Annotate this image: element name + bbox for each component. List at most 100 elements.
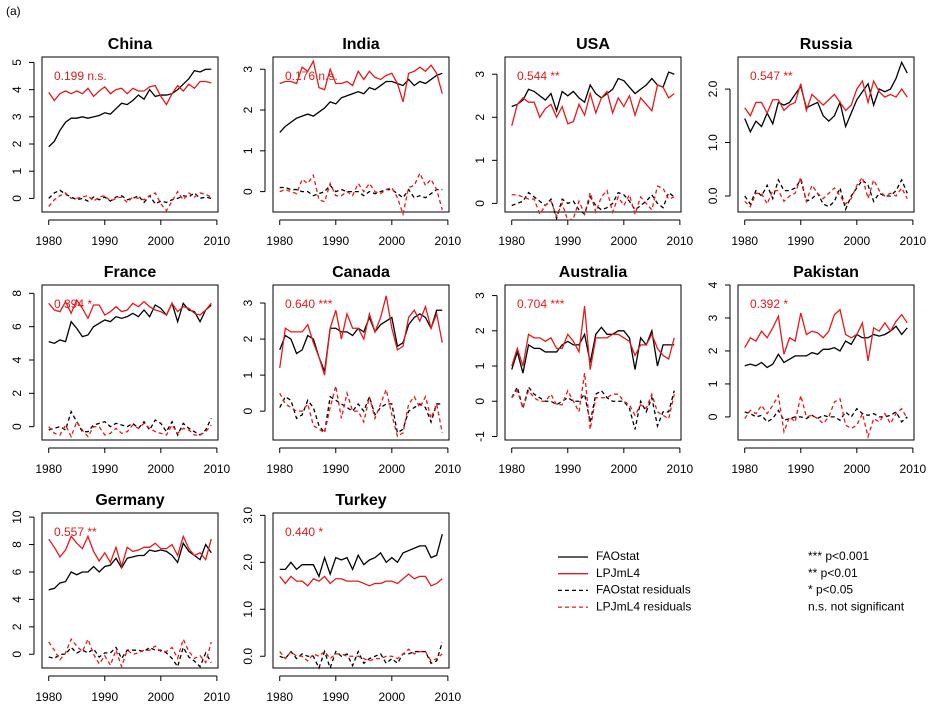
y-tick-label: 3: [241, 66, 255, 73]
residual-line: [279, 648, 443, 662]
y-tick-label: 10: [10, 510, 24, 524]
x-tick-label: 1990: [322, 234, 349, 248]
series-line: [744, 308, 908, 361]
x-tick-label: 2000: [378, 690, 405, 704]
residual-line: [48, 637, 212, 669]
annotation: 0.557 **: [54, 525, 97, 539]
y-tick-label: 2: [241, 106, 255, 113]
plot-frame: [737, 284, 915, 441]
series-line: [48, 301, 212, 345]
residual-line: [48, 645, 212, 669]
panel: USA 0.544 ** 1980 1990 2000 2010 0 1 2 3: [473, 36, 693, 248]
plot-frame: [504, 56, 682, 213]
x-tick-label: 2010: [667, 234, 694, 248]
x-tick-label: 1980: [266, 690, 293, 704]
series-line: [279, 295, 443, 376]
y-tick-label: 0: [10, 651, 24, 658]
y-tick-label: -1: [473, 431, 487, 442]
annotation: 0.440 *: [285, 525, 323, 539]
panel-title: Turkey: [335, 492, 386, 509]
y-tick-label: 0: [241, 408, 255, 415]
panel-title: Pakistan: [793, 264, 859, 281]
x-tick-label: 2010: [900, 462, 927, 476]
x-tick-label: 1990: [554, 234, 581, 248]
series-line: [48, 534, 212, 569]
residual-line: [279, 184, 443, 199]
x-tick-label: 1980: [35, 462, 62, 476]
y-tick-label: 0: [473, 398, 487, 405]
y-tick-label: 1: [473, 157, 487, 164]
y-tick-label: 1: [473, 362, 487, 369]
plot-frame: [504, 284, 682, 441]
series-line: [279, 72, 443, 133]
y-tick-label: 0: [473, 200, 487, 207]
series-line: [48, 541, 212, 591]
y-tick-label: 2: [473, 114, 487, 121]
x-tick-label: 1980: [35, 234, 62, 248]
series-line: [511, 84, 675, 127]
x-tick-label: 2010: [204, 690, 231, 704]
x-tick-label: 1980: [35, 690, 62, 704]
y-tick-label: 4: [10, 356, 24, 363]
x-tick-label: 2000: [843, 462, 870, 476]
annotation: 0.547 **: [750, 69, 793, 83]
y-tick-label: 8: [10, 290, 24, 297]
x-tick-label: 1980: [731, 462, 758, 476]
y-tick-label: 1.0: [706, 134, 720, 151]
residual-line: [744, 407, 908, 423]
x-tick-label: 1980: [498, 462, 525, 476]
panel: Russia 0.547 ** 1980 1990 2000 2010 0.0 1.0 2.0: [706, 36, 926, 248]
y-tick-label: 2: [10, 623, 24, 630]
residual-line: [48, 420, 212, 439]
plot-frame: [272, 56, 450, 213]
panel: France 0.394 * 1980 1990 2000 2010 0 2 4 6 8: [10, 264, 230, 476]
legend-label: LPJmL4 residuals: [596, 599, 691, 613]
panel-title: China: [108, 36, 153, 53]
y-tick-label: 2: [10, 140, 24, 147]
residual-line: [48, 410, 212, 437]
series-line: [511, 306, 675, 370]
y-tick-label: 4: [706, 281, 720, 288]
x-tick-label: 2010: [667, 462, 694, 476]
y-tick-label: 3: [473, 71, 487, 78]
annotation: 0.392 *: [750, 297, 788, 311]
residual-line: [744, 393, 908, 440]
x-tick-label: 2000: [378, 234, 405, 248]
residual-line: [279, 171, 443, 217]
significance-note: n.s. not significant: [808, 599, 905, 613]
x-tick-label: 1990: [91, 690, 118, 704]
y-tick-label: 6: [10, 323, 24, 330]
y-tick-label: 1.0: [241, 601, 255, 618]
plot-frame: [737, 56, 915, 213]
series-line: [279, 59, 443, 103]
y-tick-label: 6: [10, 568, 24, 575]
legend: FAOstat LPJmL4 FAOstat residuals LPJmL4 res…: [558, 549, 905, 613]
annotation: 0.640 ***: [285, 297, 333, 311]
y-tick-label: 2: [10, 390, 24, 397]
x-tick-label: 2010: [435, 690, 462, 704]
residual-line: [744, 178, 908, 212]
y-tick-label: 2.0: [241, 554, 255, 571]
residual-line: [511, 372, 675, 430]
x-tick-label: 2000: [610, 462, 637, 476]
y-tick-label: 1: [10, 168, 24, 175]
series-line: [744, 60, 908, 134]
residual-line: [511, 185, 675, 222]
panel-title: Germany: [95, 492, 164, 509]
x-tick-label: 2000: [378, 462, 405, 476]
annotation: 0.199 n.s.: [54, 69, 107, 83]
series-line: [48, 68, 212, 148]
y-tick-label: 0: [10, 423, 24, 430]
x-tick-label: 1980: [731, 234, 758, 248]
residual-line: [511, 191, 675, 221]
x-tick-label: 1980: [266, 234, 293, 248]
panel-title: USA: [576, 36, 610, 53]
series-line: [48, 298, 212, 320]
residual-line: [279, 385, 443, 438]
annotation: 0.704 ***: [517, 297, 565, 311]
residual-line: [279, 394, 443, 435]
x-tick-label: 2010: [900, 234, 927, 248]
panel-title: Australia: [559, 264, 628, 281]
